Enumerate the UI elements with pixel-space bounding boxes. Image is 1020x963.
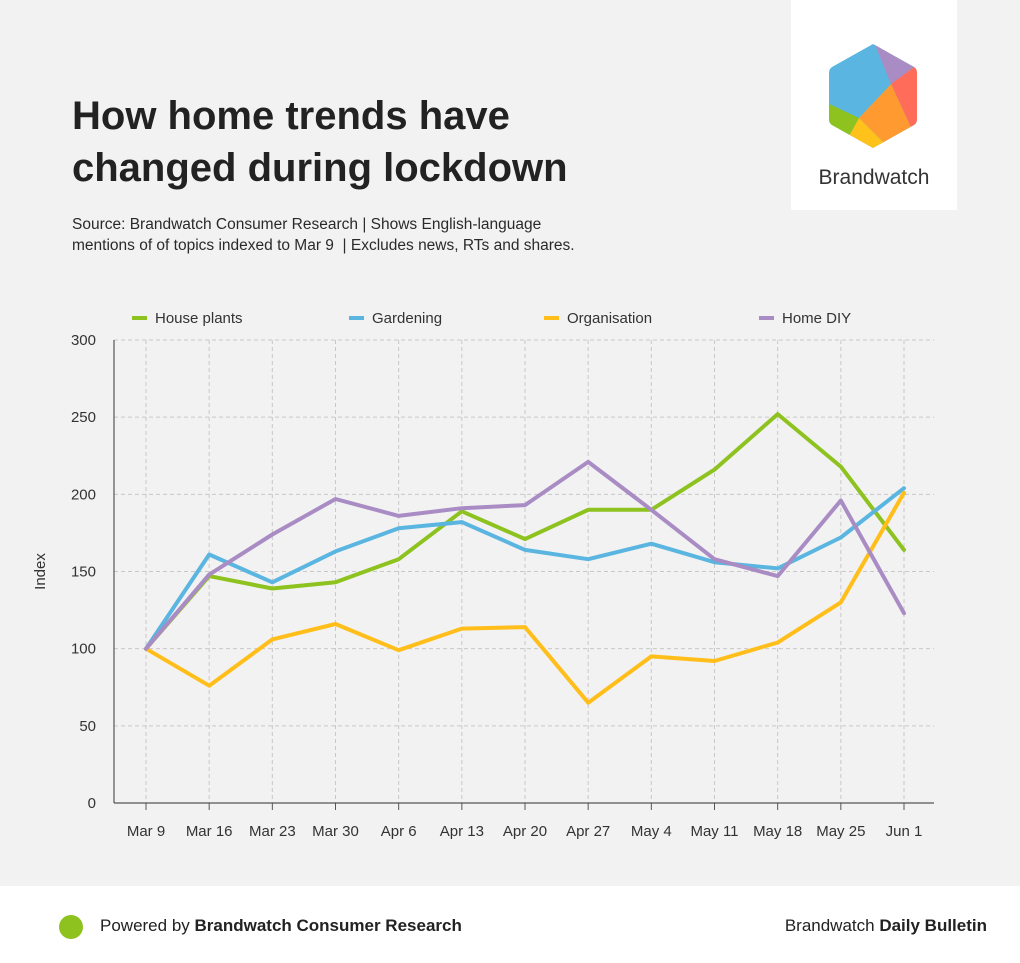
- line-chart: 0 50 100 150 200 250 300 Mar 9 Mar 16 Mar 23 Mar 3…: [32, 310, 934, 840]
- powered-by-text: Powered by Brandwatch Consumer Research: [100, 916, 462, 936]
- series-line-organisation: [144, 490, 906, 705]
- x-tick-label-12: Jun 1: [886, 823, 923, 840]
- legend-label-0: House plants: [155, 310, 243, 327]
- x-tick-label-9: May 11: [690, 823, 738, 840]
- series-line-gardening: [144, 486, 906, 651]
- legend-label-1: Gardening: [372, 310, 442, 327]
- x-tick-label-6: Apr 20: [503, 823, 547, 840]
- chart-subtitle: Source: Brandwatch Consumer Research | S…: [72, 214, 692, 256]
- brandwatch-hexagon-logo-icon: [829, 44, 917, 148]
- x-tick-label-5: Apr 13: [440, 823, 484, 840]
- y-tick-label-300: 300: [71, 332, 96, 349]
- powered-prefix: Powered by: [100, 916, 195, 935]
- daily-bulletin-text: Brandwatch Daily Bulletin: [785, 916, 987, 936]
- title-line-2: changed during lockdown: [72, 146, 568, 190]
- y-tick-label-150: 150: [71, 564, 96, 581]
- y-tick-label-0: 0: [88, 795, 96, 812]
- x-tick-label-2: Mar 23: [249, 823, 296, 840]
- series-line-house-plants: [144, 412, 906, 651]
- powered-brand: Brandwatch Consumer Research: [194, 916, 462, 935]
- page-title: How home trends have changed during lock…: [72, 90, 692, 194]
- x-tick-label-7: Apr 27: [566, 823, 610, 840]
- x-tick-label-3: Mar 30: [312, 823, 359, 840]
- legend-label-2: Organisation: [567, 310, 652, 327]
- footer: Powered by Brandwatch Consumer Research …: [0, 886, 1020, 963]
- x-tick-label-11: May 25: [816, 823, 865, 840]
- title-line-1: How home trends have: [72, 94, 510, 138]
- series-line-home-diy: [144, 459, 906, 651]
- brandwatch-dot-icon: [59, 915, 83, 939]
- brandwatch-logo-text: Brandwatch: [818, 166, 930, 189]
- y-axis-label: Index: [32, 553, 49, 590]
- y-tick-label-50: 50: [79, 718, 96, 735]
- subtitle-line-2: mentions of of topics indexed to Mar 9 |…: [72, 237, 575, 254]
- y-tick-label-100: 100: [71, 641, 96, 658]
- x-tick-label-1: Mar 16: [186, 823, 233, 840]
- x-tick-label-4: Apr 6: [381, 823, 417, 840]
- x-tick-label-0: Mar 9: [127, 823, 165, 840]
- legend-label-3: Home DIY: [782, 310, 851, 327]
- y-tick-label-200: 200: [71, 486, 96, 503]
- subtitle-line-1: Source: Brandwatch Consumer Research | S…: [72, 216, 542, 233]
- bulletin-prefix: Brandwatch: [784, 916, 880, 935]
- bulletin-bold: Daily Bulletin: [879, 916, 987, 935]
- brandwatch-logo-card: Brandwatch: [791, 0, 957, 210]
- x-tick-label-8: May 4: [631, 823, 672, 840]
- y-tick-label-250: 250: [71, 409, 96, 426]
- x-tick-label-10: May 18: [753, 823, 802, 840]
